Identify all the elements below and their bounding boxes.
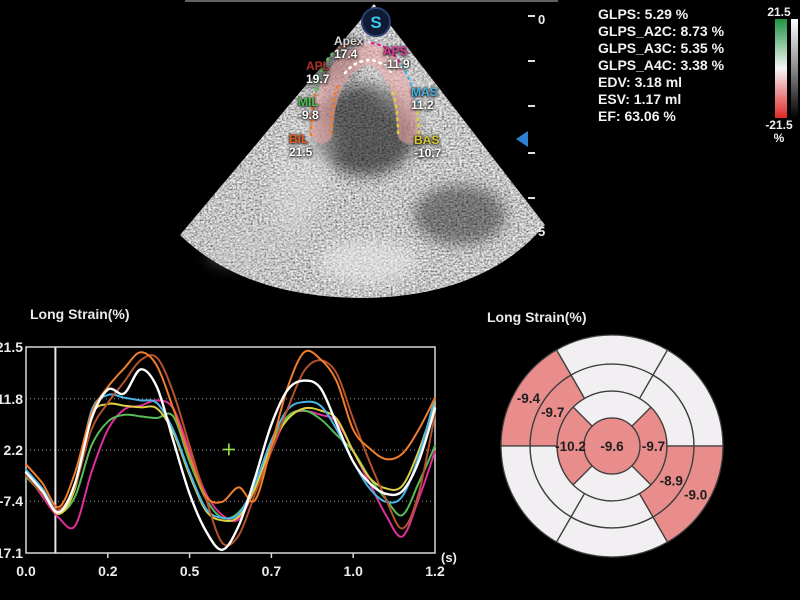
border-mas-cyan [400, 64, 419, 110]
segment-name-apl: APL [306, 59, 330, 73]
x-tick-label: 0.7 [262, 563, 282, 579]
image-top-border-line [185, 0, 558, 2]
ultrasound-anatomy-shading [206, 30, 506, 284]
strain-time-chart: 21.5 11.8 2.2 -7.4 -17.1 0.0 0.2 0.5 0.7 1.0 1.2(s… [0, 339, 457, 579]
y-tick-label: -17.1 [0, 545, 23, 561]
measurements-panel: GLPS: 5.29 % GLPS_A2C: 8.73 % GLPS_A3C: 5.… [598, 6, 724, 125]
ruler-depth-5: 5 [538, 224, 546, 239]
bullseye-segment-value: -9.7 [642, 439, 665, 454]
measurement-esv: ESV: 1.17 ml [598, 91, 682, 107]
x-axis-unit: (s) [441, 550, 457, 565]
ruler-tick [528, 232, 535, 234]
y-tick-label: 21.5 [0, 339, 23, 355]
border-aps-magenta [370, 41, 402, 65]
measurement-glps_a2c: GLPS_A2C: 8.73 % [598, 23, 725, 39]
segment-label-bas: BAS -10.7 [414, 134, 441, 160]
segment-value-mas: 11.2 [411, 98, 434, 112]
strain-curve-bil [25, 349, 436, 509]
border-inner-right-yellow [390, 87, 400, 135]
ultrasound-image: S [180, 4, 545, 298]
bullseye-segment-value: -8.9 [660, 473, 683, 488]
y-tick-label: -7.4 [0, 493, 23, 509]
ruler-depth-0: 0 [538, 12, 546, 27]
segment-label-apl: APL 19.7 [306, 60, 330, 86]
segment-label-bil: BIL 21.5 [289, 133, 312, 159]
border-mil-green [314, 51, 335, 92]
y-tick-label: 11.8 [0, 391, 23, 407]
segment-name-aps: APS [383, 44, 408, 58]
segment-value-aps: -11.9 [383, 57, 410, 71]
x-tick-label: 0.0 [16, 563, 36, 579]
segment-name-bas: BAS [414, 133, 440, 147]
ruler-tick [528, 197, 535, 199]
strain-curve-bas [25, 402, 436, 523]
ruler-tick [528, 15, 535, 17]
strain-curve-apl [25, 354, 436, 547]
border-inner-left-orange [329, 82, 340, 135]
segment-label-apex: Apex 17.4 [334, 35, 363, 61]
measurement-glps: GLPS: 5.29 % [598, 6, 689, 22]
bullseye-center-segment[interactable] [583, 417, 641, 475]
vendor-logo: S [361, 7, 391, 37]
bullseye-segment-value: -9.7 [541, 405, 564, 420]
colorbar-unit-label: % [773, 131, 785, 145]
chart-border [25, 346, 436, 554]
bullseye-title: Long Strain(%) [487, 309, 587, 325]
measurement-ef: EF: 63.06 % [598, 108, 676, 124]
strain-roi-band[interactable] [311, 43, 419, 144]
y-tick-label: 2.2 [4, 442, 24, 458]
segment-value-apl: 19.7 [306, 72, 330, 86]
segment-value-apex: 17.4 [334, 47, 358, 61]
focus-marker-triangle[interactable] [516, 131, 528, 147]
colorbar-min-label: -21.5 [765, 118, 793, 132]
segment-name-bil: BIL [289, 132, 309, 146]
strain-colorbar [775, 19, 787, 118]
strain-curve-apex [24, 368, 437, 551]
strain-curve-mas [25, 393, 436, 520]
border-bil-orange [309, 92, 317, 137]
segment-label-aps: APS -11.9 [383, 45, 410, 71]
strain-roi-borders [309, 40, 421, 137]
strain-curve-aps [25, 399, 436, 538]
segment-name-apex: Apex [334, 34, 364, 48]
colorbar-max-label: 21.5 [767, 5, 791, 19]
segment-value-bil: 21.5 [289, 145, 313, 159]
measurement-glps_a3c: GLPS_A3C: 5.35 % [598, 40, 725, 56]
vendor-logo-letter: S [370, 13, 381, 32]
segment-value-mil: -9.8 [298, 108, 319, 122]
bullseye-segment-value: -9.4 [517, 391, 541, 406]
ruler-tick [528, 105, 535, 107]
ruler-tick [528, 152, 535, 154]
roi-cross-marker [222, 443, 235, 456]
x-tick-label: 0.5 [180, 563, 200, 579]
bullseye-plot: -9.7 -10.2 -9.7 -8.9 -9.4 -9.0 -9.6 [500, 334, 724, 558]
border-bas-yellow [415, 110, 421, 137]
segment-label-mas: MAS 11.2 [411, 86, 438, 112]
segment-value-bas: -10.7 [414, 146, 442, 160]
segment-name-mil: MIL [298, 95, 319, 109]
segment-label-mil: MIL -9.8 [298, 96, 319, 122]
measurement-glps_a4c: GLPS_A4C: 3.38 % [598, 57, 725, 73]
border-apl-darkred [334, 40, 368, 53]
x-tick-label: 1.0 [343, 563, 363, 579]
measurement-edv: EDV: 3.18 ml [598, 74, 683, 90]
ruler-tick [528, 60, 535, 62]
strain-chart-title: Long Strain(%) [30, 306, 130, 322]
x-tick-label: 1.2 [425, 563, 445, 579]
bullseye-segment-value: -9.0 [684, 487, 707, 502]
bullseye-segment-basal[interactable] [652, 445, 724, 543]
bullseye-segment-value: -10.2 [555, 439, 586, 454]
grayscale-bar [791, 19, 798, 118]
x-tick-label: 0.2 [98, 563, 118, 579]
segment-name-mas: MAS [411, 85, 438, 99]
bullseye-segment-value: -9.6 [600, 439, 624, 454]
